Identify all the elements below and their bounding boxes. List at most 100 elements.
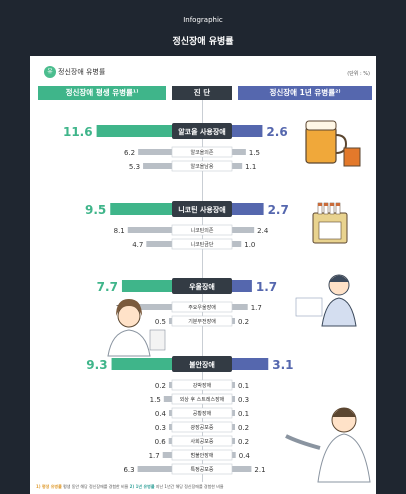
doctor-woman-hair bbox=[116, 299, 142, 316]
cigarette-tip bbox=[318, 203, 322, 206]
sub-label-box bbox=[171, 407, 233, 419]
diagnosis-column-header: 진 단 bbox=[172, 86, 232, 100]
sub-oneyear-value: 2.1 bbox=[254, 466, 265, 474]
sub-lifetime-bar bbox=[138, 149, 172, 155]
sub-lifetime-value: 1.5 bbox=[150, 396, 161, 404]
diagnosis-label-box bbox=[172, 123, 232, 139]
sub-lifetime-bar bbox=[143, 163, 172, 169]
sub-oneyear-bar bbox=[232, 163, 243, 169]
sub-lifetime-bar bbox=[146, 241, 172, 247]
doctor-woman-body bbox=[107, 329, 151, 357]
footnote-2-key: 2) 1년 유병률 bbox=[129, 484, 155, 489]
oneyear-bar bbox=[232, 203, 264, 215]
cigarette-tip bbox=[324, 203, 328, 206]
sub-oneyear-value: 0.3 bbox=[238, 396, 249, 404]
sub-lifetime-bar bbox=[169, 382, 172, 388]
sub-label: 기분부전장애 bbox=[188, 318, 216, 325]
oneyear-bar bbox=[232, 358, 269, 370]
sub-oneyear-bar bbox=[232, 241, 242, 247]
sub-oneyear-value: 0.2 bbox=[238, 318, 249, 326]
lifetime-value: 9.5 bbox=[85, 203, 106, 217]
doctor-man-arm bbox=[285, 434, 321, 450]
lifetime-bar bbox=[110, 203, 172, 215]
clipboard bbox=[295, 297, 323, 317]
sub-label: 알코올의존 bbox=[190, 149, 213, 156]
cigarette-tip bbox=[330, 203, 334, 206]
oneyear-value: 3.1 bbox=[272, 358, 293, 372]
cigarette-tip bbox=[336, 203, 340, 206]
diagnosis-label-box bbox=[172, 201, 232, 217]
sub-label: 공황장애 bbox=[193, 410, 212, 417]
sub-lifetime-value: 0.3 bbox=[155, 424, 166, 432]
sub-label-box bbox=[171, 146, 233, 158]
sub-lifetime-bar bbox=[169, 410, 172, 416]
sub-oneyear-value: 1.0 bbox=[244, 241, 255, 249]
oneyear-bar bbox=[232, 125, 263, 137]
unit-label: (단위 : %) bbox=[347, 71, 370, 77]
sub-oneyear-bar bbox=[232, 410, 235, 416]
sub-oneyear-value: 2.4 bbox=[257, 227, 269, 235]
cigarette-pack-window bbox=[318, 221, 342, 240]
diagnosis-label-box bbox=[172, 278, 232, 294]
sub-label-box bbox=[171, 238, 233, 250]
footnote-1-key: 1) 평생 유병률 bbox=[36, 484, 62, 489]
sub-label-box bbox=[171, 463, 233, 475]
sub-lifetime-value: 6.2 bbox=[124, 149, 135, 157]
beer-mug-handle bbox=[335, 134, 348, 154]
section-title: 정신장애 유병률 bbox=[58, 68, 106, 76]
sub-oneyear-bar bbox=[232, 304, 248, 310]
sub-label: 강박장애 bbox=[193, 382, 212, 389]
sub-lifetime-bar bbox=[129, 304, 172, 310]
sub-oneyear-bar bbox=[232, 227, 255, 233]
section-logo-icon: 유 bbox=[44, 66, 56, 78]
sub-lifetime-value: 4.7 bbox=[132, 241, 143, 249]
sub-lifetime-bar bbox=[168, 438, 172, 444]
sub-label: 주요우울장애 bbox=[188, 304, 216, 311]
sub-lifetime-value: 1.7 bbox=[149, 452, 160, 460]
sub-oneyear-value: 0.4 bbox=[239, 452, 251, 460]
footnote-1-text: 평생 동안 해당 정신장애를 경험한 비율 bbox=[63, 484, 129, 489]
beer-mug-icon bbox=[305, 126, 337, 164]
sub-oneyear-value: 0.1 bbox=[238, 410, 249, 418]
sub-oneyear-bar bbox=[232, 424, 235, 430]
oneyear-value: 2.6 bbox=[266, 125, 287, 139]
sub-oneyear-bar bbox=[232, 382, 235, 388]
sub-lifetime-value: 0.4 bbox=[155, 410, 167, 418]
diagnosis-label-box bbox=[172, 356, 232, 372]
sub-lifetime-bar bbox=[163, 396, 172, 402]
header-tag: Infographic bbox=[183, 16, 223, 24]
page-title: 정신장애 유병률 bbox=[172, 37, 234, 47]
sub-label: 외상 후 스트레스장애 bbox=[180, 396, 225, 403]
diagnosis-label: 알코올 사용장애 bbox=[178, 127, 226, 136]
oneyear-bar bbox=[232, 280, 252, 292]
oneyear-column-header: 정신장애 1년 유병률²⁾ bbox=[238, 86, 372, 100]
sub-lifetime-value: 0.5 bbox=[155, 318, 166, 326]
small-glass-icon bbox=[343, 147, 361, 167]
sub-oneyear-value: 0.2 bbox=[238, 424, 249, 432]
sub-label-box bbox=[171, 435, 233, 447]
sub-label-box bbox=[171, 421, 233, 433]
sub-label: 범불안장애 bbox=[190, 452, 213, 459]
oneyear-value: 1.7 bbox=[256, 280, 277, 294]
footnote-2-text: 지난 1년간 해당 정신장애를 경험한 비율 bbox=[155, 484, 224, 489]
diagnosis-label: 우울장애 bbox=[189, 282, 215, 291]
sub-label: 니코틴의존 bbox=[190, 227, 213, 234]
depressed-man-body bbox=[321, 297, 357, 327]
sub-label-box bbox=[171, 315, 233, 327]
beer-foam bbox=[305, 120, 337, 131]
sub-oneyear-bar bbox=[232, 466, 252, 472]
sub-oneyear-value: 0.1 bbox=[238, 382, 249, 390]
lifetime-value: 11.6 bbox=[63, 125, 93, 139]
sub-label: 광장공포증 bbox=[190, 424, 213, 431]
sub-lifetime-bar bbox=[162, 452, 172, 458]
sub-lifetime-bar bbox=[169, 424, 172, 430]
sub-oneyear-value: 1.1 bbox=[245, 163, 256, 171]
sub-oneyear-bar bbox=[232, 452, 236, 458]
sub-lifetime-value: 5.3 bbox=[129, 163, 140, 171]
sub-label-box bbox=[171, 449, 233, 461]
sub-lifetime-value: 0.2 bbox=[155, 382, 166, 390]
sub-label-box bbox=[171, 393, 233, 405]
doctor-man-body bbox=[317, 433, 371, 483]
sub-label-box bbox=[171, 379, 233, 391]
oneyear-value: 2.7 bbox=[268, 203, 289, 217]
